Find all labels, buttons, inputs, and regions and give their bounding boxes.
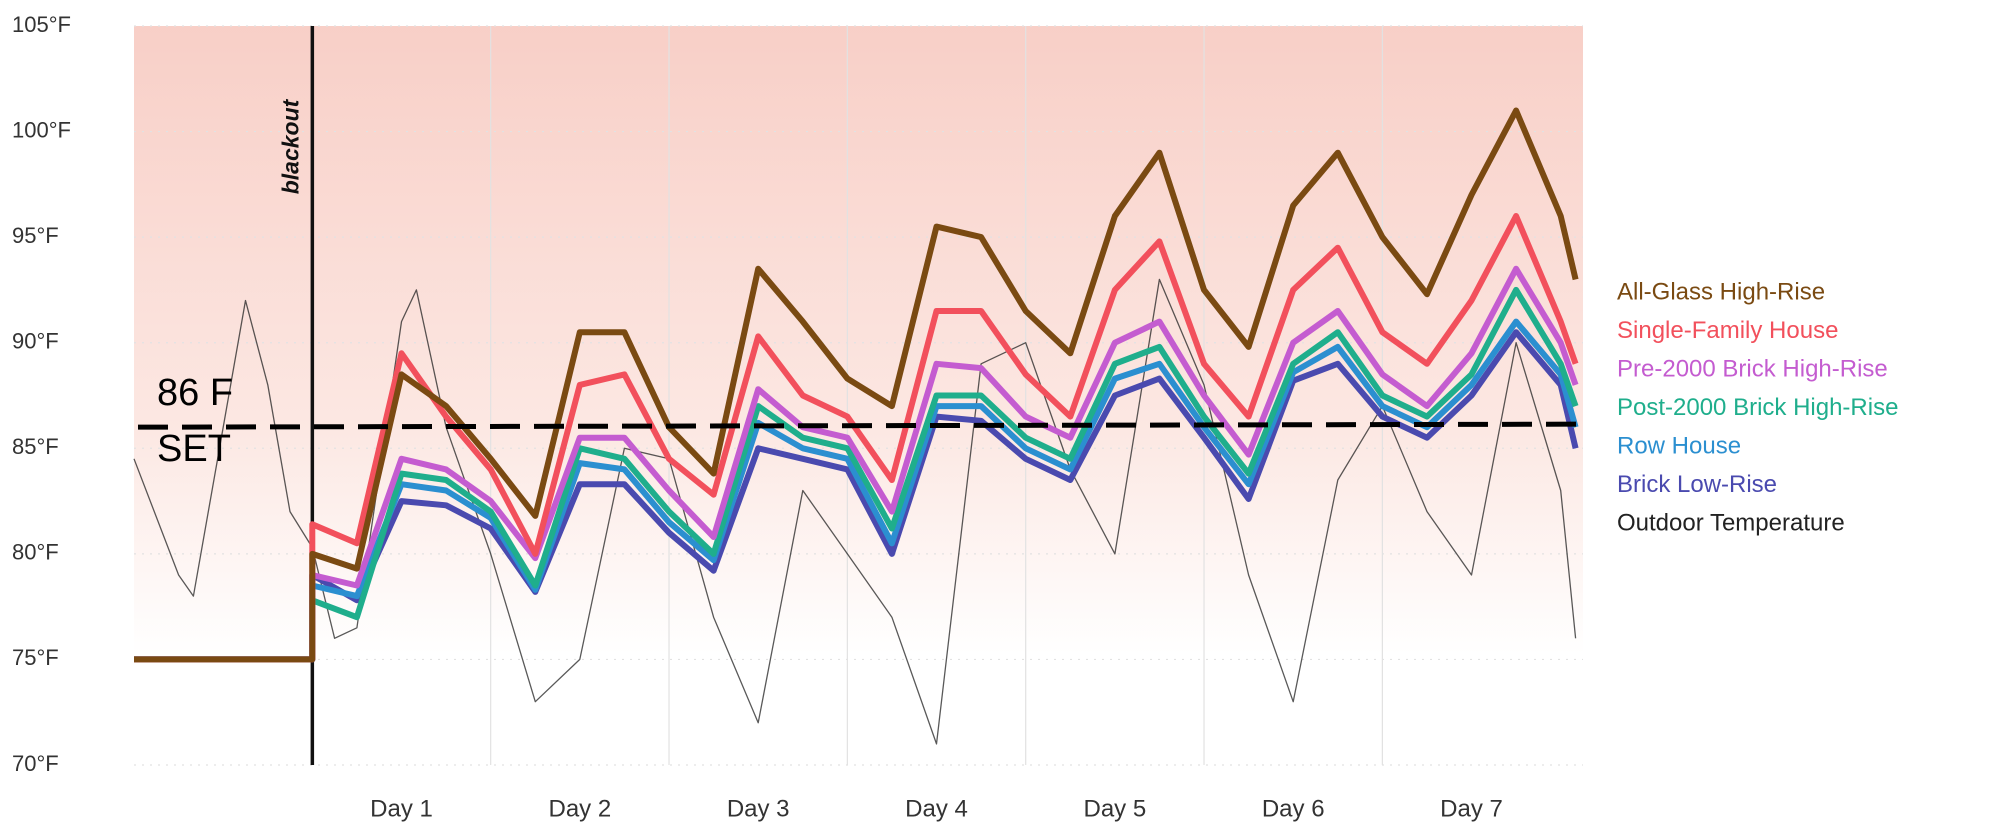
x-tick-label: Day 7	[1440, 795, 1503, 822]
y-tick-label: 105°F	[12, 12, 71, 37]
legend-entry: Post-2000 Brick High-Rise	[1617, 394, 1898, 421]
y-tick-label: 80°F	[12, 540, 59, 565]
series-line	[133, 278, 1577, 745]
series-line	[134, 329, 1579, 663]
series-line	[134, 265, 1579, 663]
x-tick-label: Day 2	[548, 795, 611, 822]
plot-background	[134, 26, 1583, 765]
legend-entry: Outdoor Temperature	[1617, 509, 1845, 536]
y-tick-label: 90°F	[12, 329, 59, 354]
series-line	[134, 107, 1579, 663]
annotation: blackout	[277, 98, 303, 194]
reference-line	[137, 421, 1584, 430]
y-tick-label: 100°F	[12, 117, 71, 142]
y-tick-label: 75°F	[12, 645, 59, 670]
x-tick-label: Day 5	[1084, 795, 1147, 822]
x-tick-label: Day 1	[370, 795, 433, 822]
reference-label: SET	[157, 428, 231, 470]
legend-entry: Pre-2000 Brick High-Rise	[1617, 355, 1888, 382]
legend-entry: Brick Low-Rise	[1617, 471, 1777, 498]
x-tick-label: Day 4	[905, 795, 968, 822]
y-tick-label: 95°F	[12, 223, 59, 248]
reference-label: 86 F	[157, 372, 233, 414]
legend-entry: Row House	[1617, 432, 1741, 459]
y-tick-label: 85°F	[12, 434, 59, 459]
series-line	[134, 318, 1579, 663]
series-line	[134, 286, 1579, 663]
x-tick-label: Day 3	[727, 795, 790, 822]
legend-entry: Single-Family House	[1617, 317, 1838, 344]
legend-entry: All-Glass High-Rise	[1617, 278, 1825, 305]
y-tick-label: 70°F	[12, 751, 59, 776]
x-tick-label: Day 6	[1262, 795, 1325, 822]
